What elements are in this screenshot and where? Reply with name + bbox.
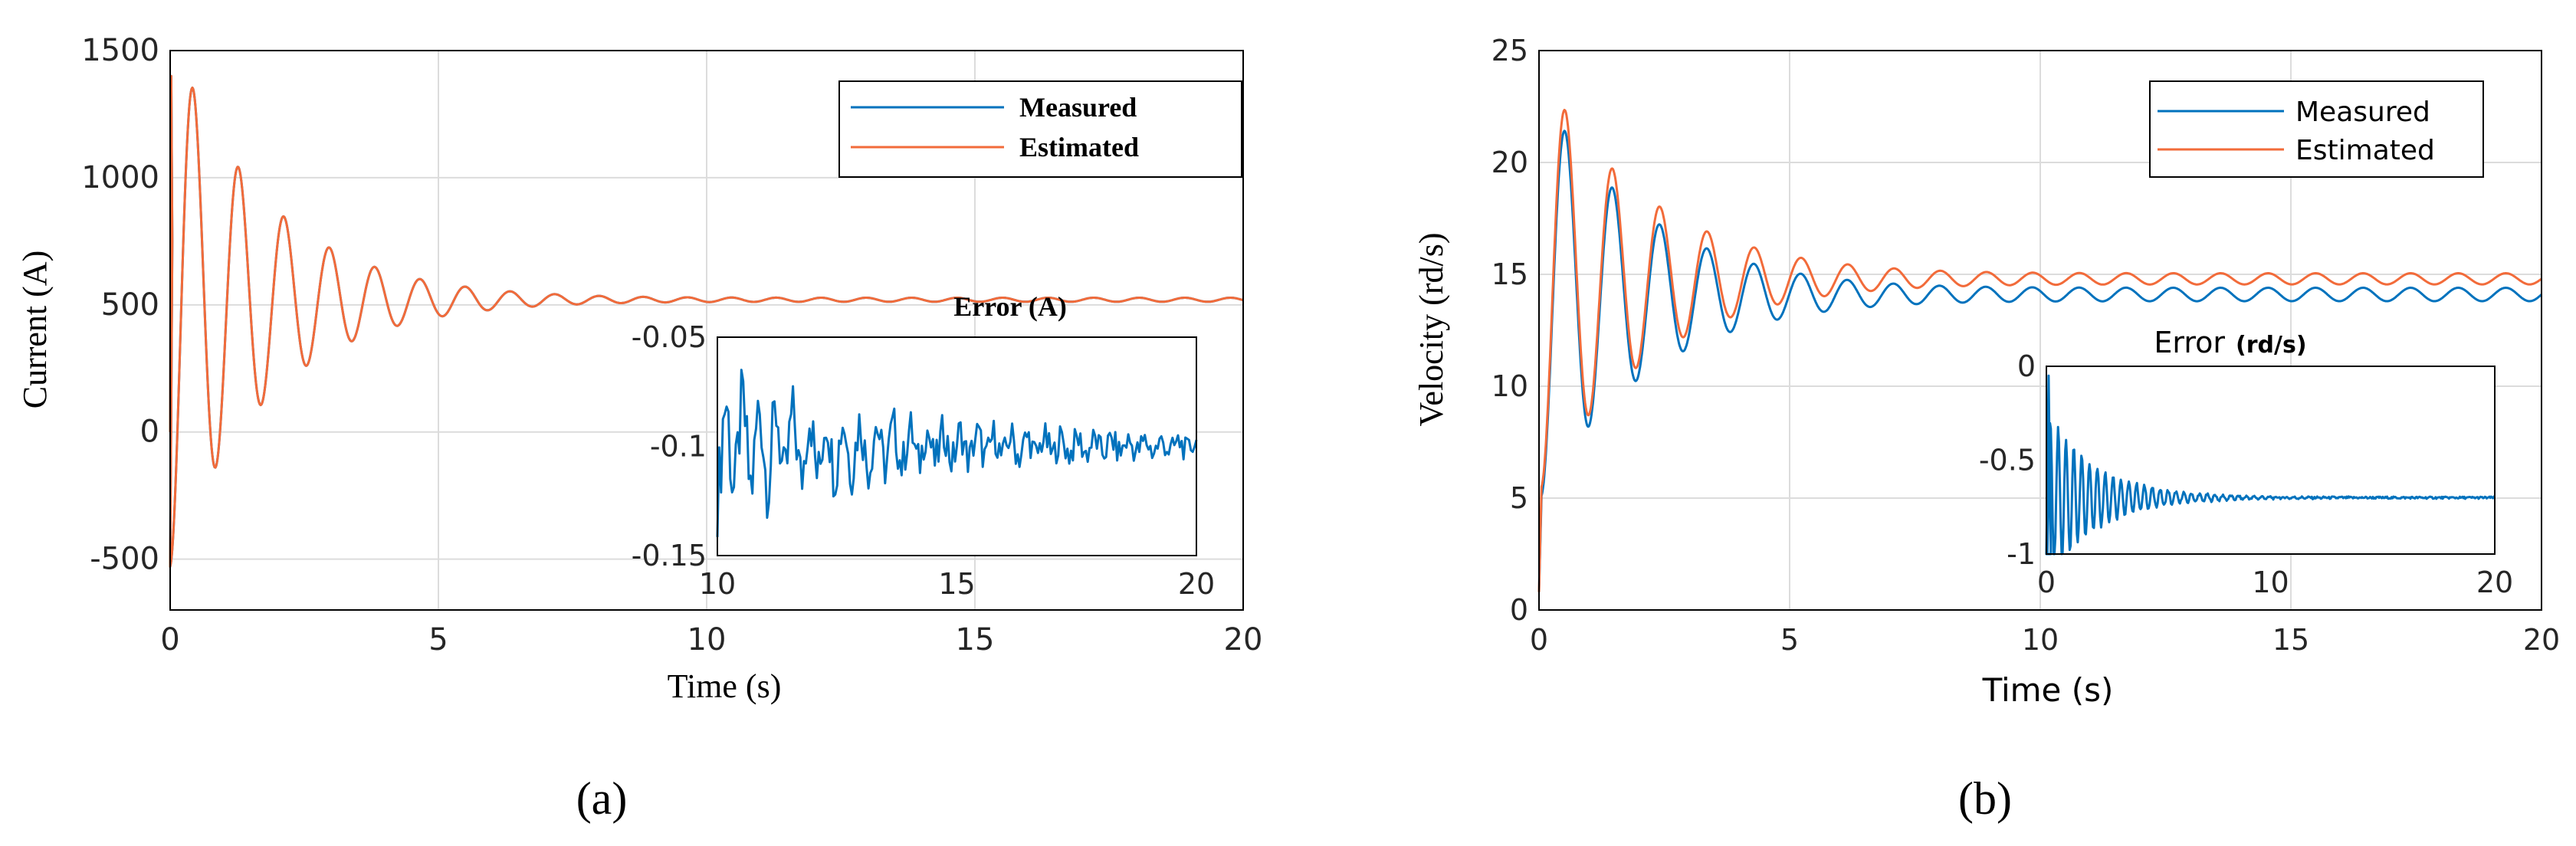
chart-b-ytick-label: 0 xyxy=(1510,593,1528,627)
chart-a-legend-box xyxy=(838,80,1242,178)
chart-b-legend: Measured Estimated xyxy=(2149,80,2484,178)
chart-a-ytick-label: 500 xyxy=(101,287,159,323)
chart-a-inset: 10 15 20 -0.15 -0.1 -0.05 Error (A) xyxy=(632,291,1216,601)
chart-b-ytick-label: 15 xyxy=(1491,257,1528,291)
chart-b-inset-series xyxy=(2045,374,2496,556)
chart-b-ytick-label: 5 xyxy=(1510,481,1528,515)
chart-b-xtick-label: 20 xyxy=(2523,623,2560,657)
chart-a-ytick-label: 0 xyxy=(140,415,159,450)
chart-a-inset-ytick-label: -0.15 xyxy=(632,539,707,572)
chart-a-inset-xtick-label: 15 xyxy=(938,567,975,601)
chart-b-inset-ytick-label: -1 xyxy=(2007,537,2036,571)
chart-a-xlabel: Time (s) xyxy=(668,667,782,705)
chart-b-inset-ytick-label: 0 xyxy=(2017,349,2036,383)
chart-a-inset-xtick-label: 20 xyxy=(1178,567,1215,601)
chart-b-xtick-label: 0 xyxy=(1530,623,1548,657)
chart-b-xtick-label: 15 xyxy=(2272,623,2309,657)
chart-a-xtick-label: 10 xyxy=(687,622,727,657)
chart-a-inset-series-error xyxy=(716,369,1198,537)
chart-b-xtick-label: 5 xyxy=(1780,623,1799,657)
chart-a-series-estimated xyxy=(169,74,1244,569)
chart-a-axes-frame xyxy=(169,50,1244,611)
chart-a-xtick-label: 20 xyxy=(1224,622,1263,657)
chart-a-xtick-label: 15 xyxy=(956,622,995,657)
chart-b-inset-xtick-label: 20 xyxy=(2476,566,2513,599)
chart-b: 0 5 10 15 20 0 5 10 15 20 25 Velocity (rd/s) Time … xyxy=(1413,34,2560,709)
chart-a-inset-title: Error (A) xyxy=(953,291,1067,322)
chart-a-xtick-label: 5 xyxy=(428,622,448,657)
chart-a-inset-xtick-label: 10 xyxy=(699,567,736,601)
chart-a-series xyxy=(169,74,1244,569)
chart-a-ytick-label: 1500 xyxy=(81,33,159,68)
chart-a-legend-estimated: Estimated xyxy=(1019,132,1139,162)
chart-a-ytick-label: -500 xyxy=(90,542,159,577)
chart-a-inset-ytick-label: -0.1 xyxy=(650,430,707,464)
chart-b-inset-title: Error (rd/s) xyxy=(2154,326,2306,359)
chart-a-inset-ytick-label: -0.05 xyxy=(632,320,707,354)
chart-b-legend-estimated: Estimated xyxy=(2295,135,2435,166)
chart-b-inset-title-unit: (rd/s) xyxy=(2236,332,2307,359)
chart-b-inset: 0 10 20 -1 -0.5 0 Error (rd/s) xyxy=(1979,326,2513,599)
chart-b-inset-title-word: Error xyxy=(2154,326,2225,359)
chart-b-inset-frame xyxy=(2046,366,2496,555)
chart-b-xtick-label: 10 xyxy=(2022,623,2059,657)
caption-b: (b) xyxy=(1958,773,2012,824)
chart-b-tick-labels: 0 5 10 15 20 0 5 10 15 20 25 xyxy=(1491,34,2561,657)
chart-a-inset-frame xyxy=(717,336,1197,556)
chart-b-ytick-label: 20 xyxy=(1491,146,1528,179)
chart-b-inset-ytick-label: -0.5 xyxy=(1979,444,2036,477)
caption-a: (a) xyxy=(576,773,628,824)
chart-b-ylabel: Velocity (rd/s) xyxy=(1413,233,1450,427)
chart-b-inset-tick-labels: 0 10 20 -1 -0.5 0 xyxy=(1979,349,2513,599)
chart-b-axes-frame xyxy=(1538,50,2542,611)
chart-b-inset-xtick-label: 0 xyxy=(2037,566,2056,599)
chart-a-legend-measured: Measured xyxy=(1019,92,1137,123)
chart-a-legend: Measured Estimated xyxy=(838,80,1242,178)
chart-a-inset-tick-labels: 10 15 20 -0.15 -0.1 -0.05 xyxy=(632,320,1216,601)
chart-b-xlabel: Time (s) xyxy=(1982,671,2114,709)
chart-a-ytick-label: 1000 xyxy=(81,160,159,195)
chart-a-inset-series xyxy=(716,369,1198,537)
chart-b-inset-series-error xyxy=(2045,374,2496,556)
chart-a-ylabel: Current (A) xyxy=(16,251,54,409)
chart-a-xtick-label: 0 xyxy=(160,622,179,657)
chart-b-legend-measured: Measured xyxy=(2295,97,2430,128)
chart-b-inset-background xyxy=(2046,366,2495,554)
chart-b-series-estimated xyxy=(1537,109,2542,592)
chart-b-inset-xtick-label: 10 xyxy=(2252,566,2289,599)
chart-b-legend-box xyxy=(2149,80,2484,178)
chart-b-ytick-label: 25 xyxy=(1491,34,1528,67)
chart-a-tick-labels: 0 5 10 15 20 -500 0 500 1000 1500 xyxy=(81,33,1262,657)
chart-b-series xyxy=(1537,109,2542,592)
chart-b-ytick-label: 10 xyxy=(1491,369,1528,403)
chart-a: 0 5 10 15 20 -500 0 500 1000 1500 Current (A) Tim… xyxy=(16,33,1262,705)
chart-b-series-measured xyxy=(1537,130,2542,592)
